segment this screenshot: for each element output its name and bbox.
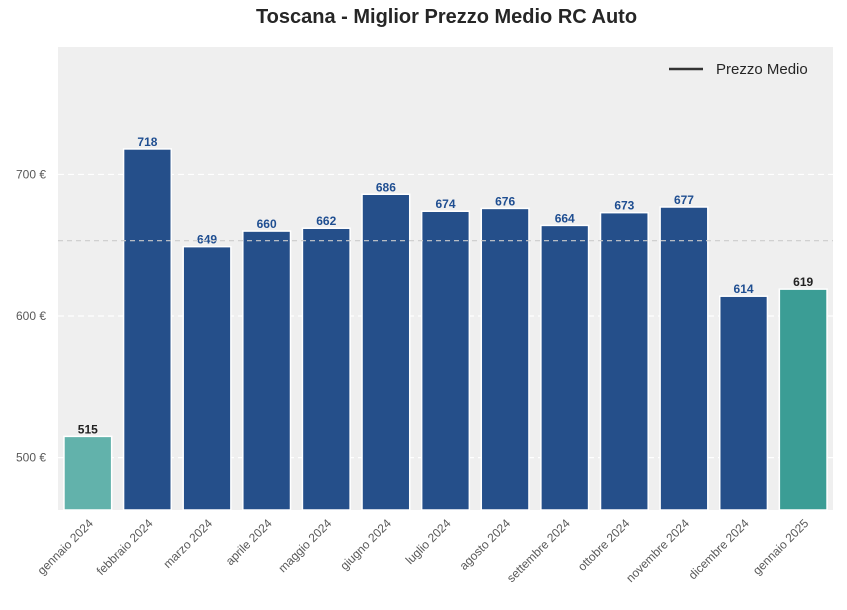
bar xyxy=(480,207,530,511)
bar xyxy=(718,295,769,511)
y-tick-label: 600 € xyxy=(16,309,46,323)
x-tick-label: marzo 2024 xyxy=(160,516,215,571)
x-tick-label: maggio 2024 xyxy=(275,516,334,575)
x-tick-label: ottobre 2024 xyxy=(575,516,633,574)
bar-value-label: 649 xyxy=(197,233,217,247)
bar xyxy=(63,435,113,511)
bar xyxy=(242,230,292,511)
bar-value-label: 515 xyxy=(78,422,98,436)
bar xyxy=(122,148,173,511)
bar-value-label: 673 xyxy=(614,199,634,213)
x-tick-label: settembre 2024 xyxy=(504,516,573,585)
x-tick-label: gennaio 2024 xyxy=(35,516,97,578)
chart-title: Toscana - Miglior Prezzo Medio RC Auto xyxy=(255,6,638,28)
bar-value-label: 718 xyxy=(137,135,157,149)
bar xyxy=(778,288,828,511)
y-tick-label: 700 € xyxy=(16,167,46,181)
bar-value-label: 674 xyxy=(435,197,455,211)
bar-value-label: 677 xyxy=(674,193,694,207)
bar-value-label: 662 xyxy=(316,214,336,228)
bar xyxy=(301,227,351,511)
bar xyxy=(420,210,471,511)
x-tick-label: febbraio 2024 xyxy=(94,516,156,578)
y-tick-label: 500 € xyxy=(16,451,46,465)
x-tick-label: aprile 2024 xyxy=(223,516,275,568)
bar-value-label: 676 xyxy=(495,194,515,208)
bar-value-label: 660 xyxy=(257,217,277,231)
bar-value-label: 664 xyxy=(555,211,575,225)
bar xyxy=(361,193,411,511)
x-tick-label: novembre 2024 xyxy=(623,516,692,585)
x-tick-label: giugno 2024 xyxy=(337,516,394,573)
bar-value-label: 686 xyxy=(376,180,396,194)
bar-value-label: 614 xyxy=(734,282,754,296)
x-tick-label: dicembre 2024 xyxy=(686,516,752,582)
bar xyxy=(599,211,649,511)
legend-label: Prezzo Medio xyxy=(716,61,808,78)
bar xyxy=(540,224,590,511)
x-tick-label: luglio 2024 xyxy=(403,516,454,567)
bar xyxy=(659,206,709,511)
bar xyxy=(182,245,232,511)
bar-value-label: 619 xyxy=(793,275,813,289)
x-tick-label: gennaio 2025 xyxy=(750,516,812,578)
x-tick-label: agosto 2024 xyxy=(457,516,514,573)
